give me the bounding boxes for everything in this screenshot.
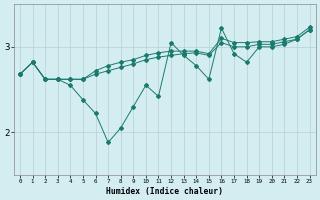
X-axis label: Humidex (Indice chaleur): Humidex (Indice chaleur) (106, 187, 223, 196)
